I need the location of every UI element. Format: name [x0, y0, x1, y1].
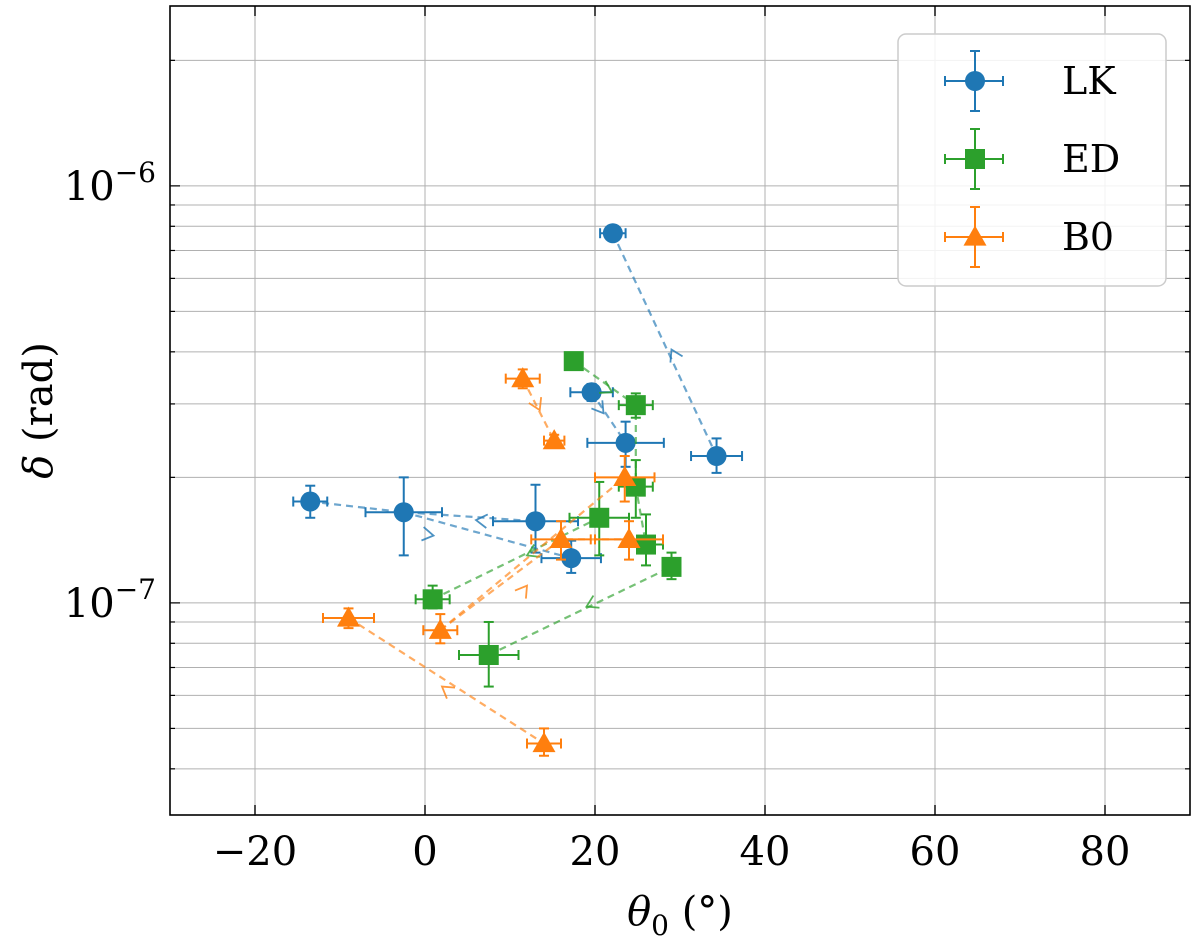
series-path-LK [590, 391, 627, 444]
y-axis-label: δ (rad) [16, 342, 62, 479]
y-tick-label: 10−6 [64, 156, 156, 210]
data-point-ED [636, 534, 656, 555]
arrowhead-ED [584, 595, 600, 609]
series-path-ED [573, 360, 648, 545]
data-point-LK [706, 446, 727, 467]
data-point-B0 [337, 606, 360, 627]
y-tick-label: 10−7 [64, 573, 156, 627]
legend: LK ED B0 [897, 33, 1167, 287]
data-point-LK [602, 223, 623, 244]
data-point-B0 [613, 465, 637, 486]
x-tick-label: 60 [910, 829, 961, 875]
series-B0 [322, 367, 664, 757]
data-point-LK [300, 491, 321, 512]
x-tick-label: −20 [213, 829, 297, 875]
data-point-B0 [542, 429, 566, 450]
arrowhead-LK [669, 348, 684, 363]
data-point-ED [625, 395, 646, 416]
ticks: −20 0 20 40 60 80 10−7 10−6 [64, 6, 1190, 875]
data-point-ED [589, 507, 610, 528]
arrowhead-ED [525, 544, 541, 558]
arrowhead-B0 [514, 584, 529, 599]
arrowhead-B0 [440, 685, 456, 699]
legend-label-B0: B0 [1062, 215, 1114, 259]
data-point-LK [581, 382, 602, 403]
data-point-B0 [532, 732, 556, 753]
series-path-ED [488, 565, 672, 656]
arrowhead-ED [598, 380, 614, 394]
legend-marker-B0 [963, 225, 987, 246]
arrowhead-LK [474, 513, 489, 529]
x-axis-label: θ0 (°) [627, 889, 733, 938]
legend-box [897, 33, 1167, 287]
data-point-ED [478, 644, 499, 665]
data-point-LK [525, 511, 546, 532]
legend-label-ED: ED [1062, 137, 1120, 181]
data-point-LK [561, 548, 582, 569]
series-ED [414, 351, 682, 688]
legend-marker-LK [965, 71, 985, 91]
data-point-LK [615, 432, 636, 453]
series-path-LK [611, 232, 718, 457]
series-path-LK [310, 500, 536, 523]
plot-frame [169, 5, 1191, 816]
arrowhead-B0 [528, 397, 543, 412]
x-tick-label: 20 [570, 829, 621, 875]
series-layer [292, 223, 744, 757]
data-point-ED [563, 351, 584, 372]
arrowhead-LK [591, 400, 605, 415]
data-point-B0 [549, 527, 573, 549]
data-point-B0 [617, 527, 641, 549]
data-point-ED [422, 589, 443, 610]
arrowhead-LK [421, 526, 436, 542]
data-point-B0 [428, 618, 452, 639]
series-path-B0 [439, 476, 626, 632]
series-LK [292, 223, 744, 574]
data-point-LK [393, 502, 414, 523]
x-tick-label: 0 [412, 829, 437, 875]
x-tick-label: 40 [740, 829, 791, 875]
x-tick-label: 80 [1080, 829, 1131, 875]
legend-label-LK: LK [1062, 59, 1116, 103]
series-path-B0 [347, 617, 545, 745]
legend-marker-ED [965, 149, 985, 169]
data-point-ED [661, 556, 682, 577]
data-point-B0 [511, 367, 535, 388]
series-path-ED [432, 516, 600, 601]
series-path-LK [403, 511, 572, 560]
